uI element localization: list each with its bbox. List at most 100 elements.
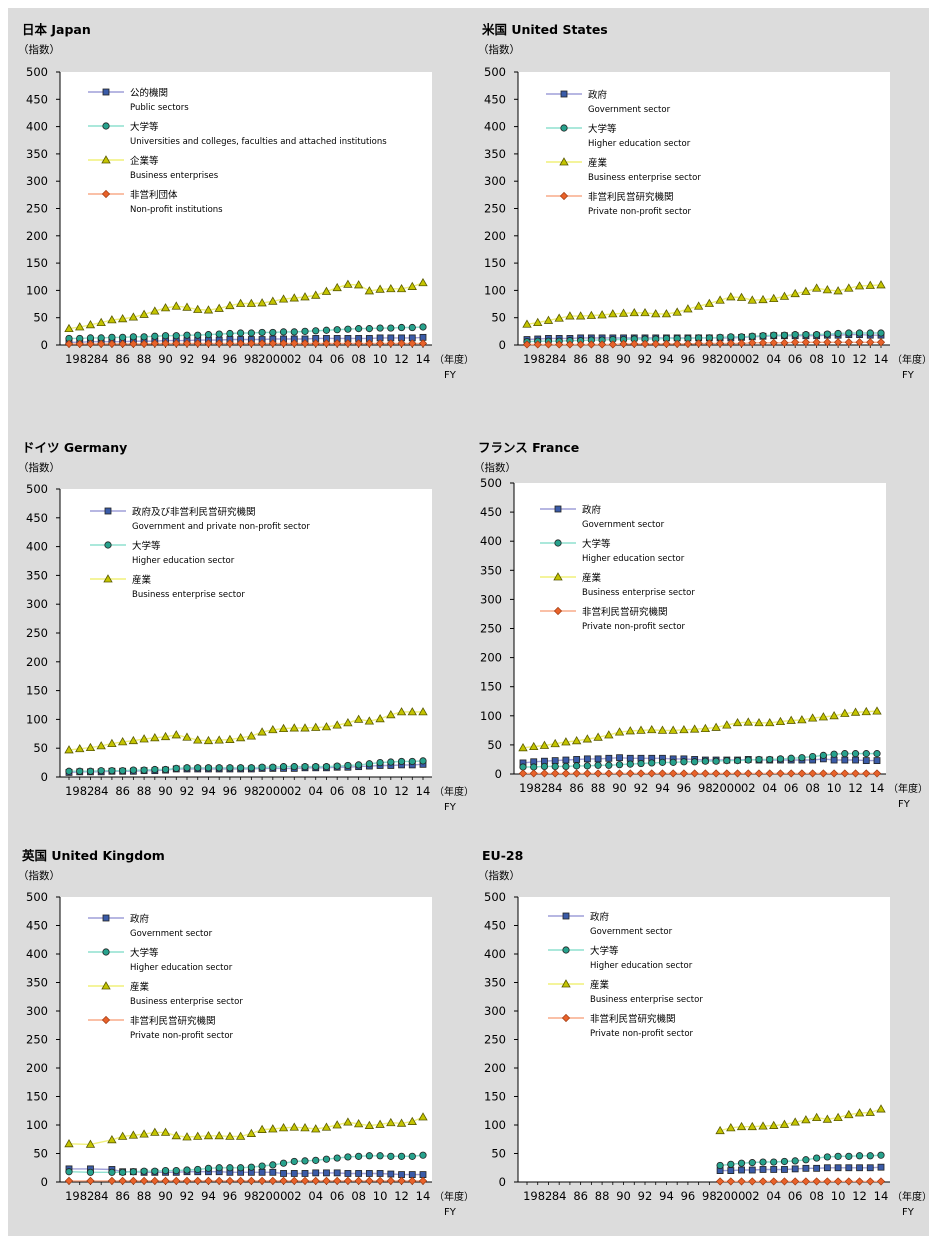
legend-marker (104, 507, 112, 515)
data-point (759, 1166, 767, 1173)
data-point (311, 1176, 320, 1185)
x-tick-label: 14 (870, 781, 885, 795)
data-point (629, 307, 639, 317)
series-line (69, 760, 424, 772)
legend-label-en: Business enterprises (130, 171, 219, 181)
data-point (619, 339, 628, 349)
data-point (75, 743, 85, 753)
data-point (873, 757, 881, 765)
legend-marker (104, 541, 112, 549)
data-point (408, 1171, 416, 1178)
data-point (278, 723, 289, 733)
data-point (333, 1176, 342, 1185)
data-point (571, 736, 582, 745)
data-point (354, 1176, 363, 1185)
data-point (301, 1157, 309, 1165)
data-point (855, 338, 864, 347)
data-point (694, 339, 703, 348)
data-point (407, 281, 417, 290)
data-point (518, 769, 528, 778)
data-point (811, 1112, 822, 1121)
data-point (787, 754, 795, 762)
data-point (107, 1176, 117, 1185)
data-point (770, 1166, 778, 1173)
x-tick-label: 98 (244, 784, 259, 798)
data-point (161, 332, 170, 340)
x-tick-label: 08 (809, 352, 824, 366)
x-tick-label: 02 (287, 784, 302, 798)
y-unit-label: （指数） (474, 461, 516, 474)
data-point (387, 1170, 395, 1178)
data-point (139, 339, 149, 349)
data-point (593, 769, 603, 778)
data-point (290, 763, 298, 771)
data-point (129, 339, 138, 349)
data-point (161, 1176, 170, 1185)
x-tick-label: 94 (201, 784, 216, 798)
x-tick-label: 90 (612, 781, 627, 795)
data-point (562, 762, 570, 771)
data-point (812, 338, 821, 347)
legend-label: 産業 (132, 574, 152, 586)
data-point (86, 1176, 95, 1185)
chart-panel: 米国 United States （指数） 0 50 100 150 200 250 300 35… (478, 22, 929, 381)
legend-marker (561, 1013, 571, 1023)
data-point (75, 322, 85, 331)
data-point (225, 1131, 235, 1140)
data-point (744, 756, 752, 764)
data-point (587, 340, 596, 349)
x-tick-label: 2000 (258, 352, 287, 366)
data-point (594, 761, 602, 769)
data-point (668, 725, 678, 734)
y-tick-label: 500 (26, 482, 48, 496)
data-point (758, 1177, 768, 1186)
data-point (129, 766, 137, 774)
x-tick-label: 84 (552, 1189, 567, 1203)
x-tick-label: 84 (94, 352, 109, 366)
data-point (269, 328, 277, 337)
data-point (311, 1124, 321, 1133)
data-point (811, 283, 822, 292)
data-point (268, 296, 278, 305)
data-point (419, 757, 427, 765)
data-point (834, 1152, 842, 1160)
data-point (75, 339, 84, 349)
data-point (819, 751, 827, 759)
series-nonprofit (522, 338, 886, 349)
x-tick-label: 06 (788, 352, 803, 366)
data-point (693, 301, 704, 310)
x-tick-label: 90 (158, 352, 173, 366)
data-point (872, 769, 882, 778)
y-tick-label: 50 (487, 738, 502, 752)
data-point (866, 329, 874, 337)
data-point (333, 762, 341, 770)
data-point (376, 1152, 384, 1160)
data-point (776, 755, 785, 763)
data-point (354, 339, 363, 348)
data-point (353, 714, 364, 723)
data-point (626, 754, 634, 762)
y-tick-label: 500 (484, 890, 506, 904)
data-point (748, 332, 756, 340)
data-point (418, 1112, 428, 1121)
x-tick-label: 14 (416, 352, 431, 366)
data-point (215, 339, 224, 348)
data-point (779, 291, 790, 300)
y-tick-label: 50 (491, 1147, 506, 1161)
data-point (160, 303, 171, 312)
y-tick-label: 350 (484, 147, 506, 161)
data-point (97, 339, 106, 349)
chart-panel: フランス France （指数） 0 50 100 150 200 250 300 350 400 4… (474, 440, 928, 810)
data-point (375, 1176, 385, 1185)
data-point (386, 1176, 395, 1185)
y-tick-label: 50 (33, 741, 48, 755)
data-point (572, 769, 581, 778)
data-point (689, 724, 700, 733)
data-point (397, 339, 406, 348)
data-point (301, 763, 309, 771)
data-point (540, 762, 549, 771)
plot-area (518, 897, 890, 1182)
data-point (726, 292, 736, 301)
data-point (204, 339, 213, 348)
data-point (171, 301, 181, 310)
